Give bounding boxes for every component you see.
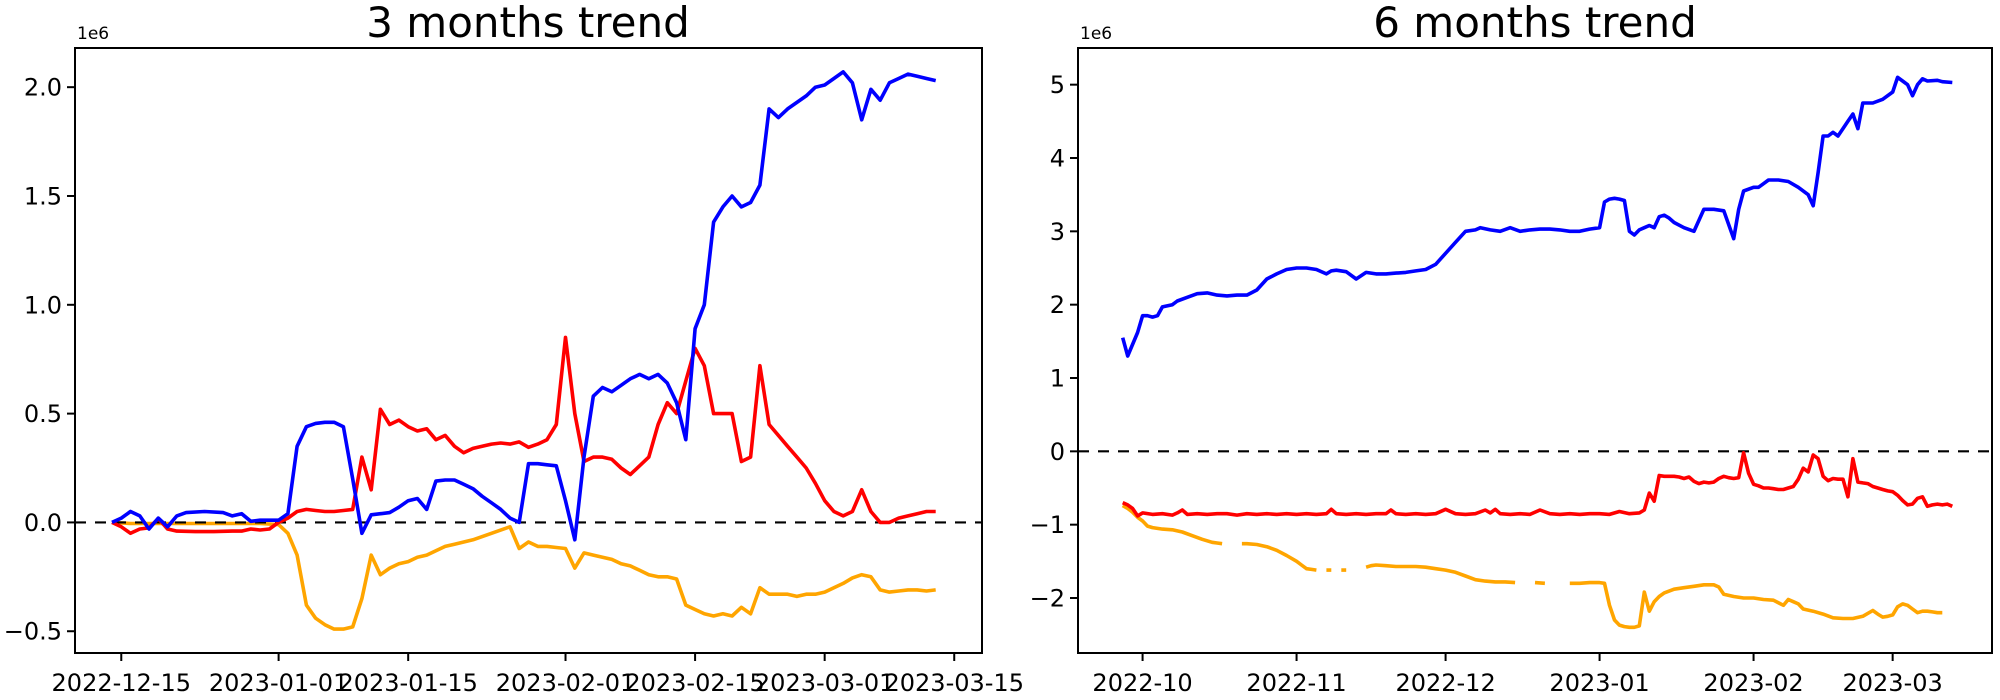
x-tick-label: 2022-11	[1246, 669, 1346, 697]
x-tick-label: 2023-02	[1703, 669, 1803, 697]
y-tick-label: 2.0	[24, 74, 62, 102]
x-tick-label: 2023-02-15	[625, 669, 764, 697]
x-tick-label: 2023-03-15	[884, 669, 1023, 697]
orange-line	[1121, 504, 1943, 630]
y-tick-label: −0.5	[4, 618, 62, 646]
orange-line	[111, 520, 936, 631]
y-tick-label: 1.5	[24, 182, 62, 210]
x-tick-label: 2023-03	[1843, 669, 1943, 697]
x-tick-label: 2023-01	[1549, 669, 1649, 697]
red-line	[1121, 451, 1954, 518]
y-axis-offset-label-right: 1e6	[1080, 24, 1113, 44]
y-axis: 5 4 3 2 1 0 −1 −2	[1030, 71, 1078, 613]
x-tick-label: 2023-03-01	[755, 669, 894, 697]
y-tick-label: −2	[1030, 585, 1065, 613]
x-tick-label: 2023-02-01	[496, 669, 635, 697]
y-tick-label: 0	[1050, 438, 1065, 466]
y-axis-offset-label-left: 1e6	[77, 24, 110, 44]
x-axis: 2022-10 2022-11 2022-12 2023-01 2023-02 2023-…	[1092, 653, 1943, 697]
x-tick-label: 2022-12-15	[52, 669, 191, 697]
chart-title-6-months: 6 months trend	[1373, 0, 1697, 47]
y-tick-label: 1.0	[24, 291, 62, 319]
y-tick-label: 1	[1050, 365, 1065, 393]
blue-line	[1120, 75, 1953, 358]
y-tick-label: 5	[1050, 71, 1065, 99]
axes-spines	[74, 47, 983, 654]
y-tick-label: 0.0	[24, 509, 62, 537]
chart-title-3-months: 3 months trend	[366, 0, 690, 47]
x-tick-label: 2023-01-01	[209, 669, 348, 697]
red-line	[111, 335, 936, 536]
y-tick-label: 2	[1050, 291, 1065, 319]
blue-line	[111, 70, 937, 542]
axes-spines	[1077, 47, 1993, 654]
y-tick-label: 3	[1050, 218, 1065, 246]
y-tick-label: 0.5	[24, 400, 62, 428]
x-tick-label: 2022-10	[1092, 669, 1192, 697]
y-tick-label: 4	[1050, 145, 1065, 173]
y-tick-label: −1	[1030, 511, 1065, 539]
y-axis: 2.0 1.5 1.0 0.5 0.0 −0.5	[4, 74, 75, 646]
x-tick-label: 2023-01-15	[338, 669, 477, 697]
x-tick-label: 2022-12	[1395, 669, 1495, 697]
